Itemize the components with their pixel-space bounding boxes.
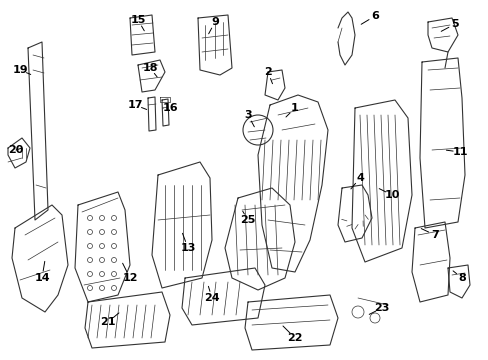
Text: 24: 24 xyxy=(204,293,220,303)
Text: 13: 13 xyxy=(180,243,195,253)
Text: 18: 18 xyxy=(142,63,158,73)
Text: 10: 10 xyxy=(384,190,399,200)
Text: 11: 11 xyxy=(451,147,467,157)
Text: 3: 3 xyxy=(244,110,251,120)
Text: 4: 4 xyxy=(355,173,363,183)
Text: 7: 7 xyxy=(430,230,438,240)
Text: 6: 6 xyxy=(370,11,378,21)
Text: 16: 16 xyxy=(162,103,178,113)
Text: 19: 19 xyxy=(12,65,28,75)
Text: 17: 17 xyxy=(127,100,142,110)
Text: 15: 15 xyxy=(130,15,145,25)
Text: 14: 14 xyxy=(34,273,50,283)
Text: 23: 23 xyxy=(373,303,389,313)
Text: 8: 8 xyxy=(457,273,465,283)
Text: 22: 22 xyxy=(286,333,302,343)
Text: 25: 25 xyxy=(240,215,255,225)
Text: 21: 21 xyxy=(100,317,116,327)
Text: 9: 9 xyxy=(211,17,219,27)
Text: 5: 5 xyxy=(450,19,458,29)
Text: 1: 1 xyxy=(290,103,298,113)
Text: 20: 20 xyxy=(8,145,23,155)
Text: 2: 2 xyxy=(264,67,271,77)
Text: 12: 12 xyxy=(122,273,138,283)
